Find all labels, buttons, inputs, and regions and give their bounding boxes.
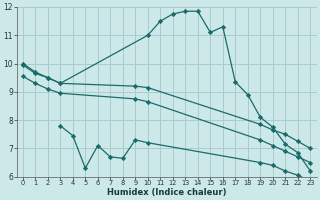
X-axis label: Humidex (Indice chaleur): Humidex (Indice chaleur) bbox=[107, 188, 226, 197]
